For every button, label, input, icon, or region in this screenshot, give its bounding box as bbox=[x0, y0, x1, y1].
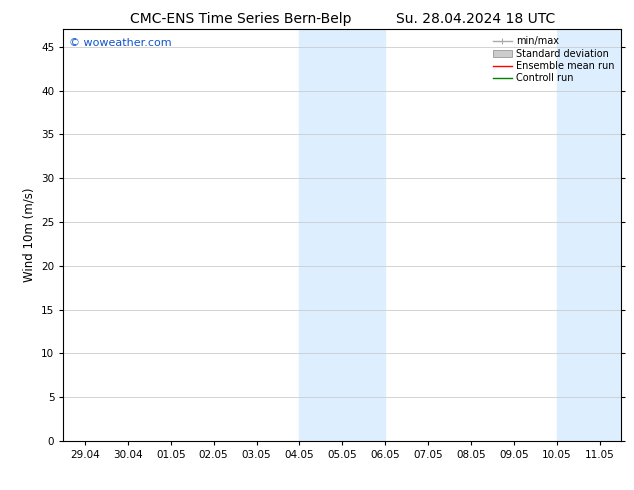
Text: Su. 28.04.2024 18 UTC: Su. 28.04.2024 18 UTC bbox=[396, 12, 555, 26]
Bar bbox=[299, 29, 385, 441]
Legend: min/max, Standard deviation, Ensemble mean run, Controll run: min/max, Standard deviation, Ensemble me… bbox=[491, 34, 616, 85]
Y-axis label: Wind 10m (m/s): Wind 10m (m/s) bbox=[23, 188, 36, 282]
Text: CMC-ENS Time Series Bern-Belp: CMC-ENS Time Series Bern-Belp bbox=[130, 12, 352, 26]
Text: © woweather.com: © woweather.com bbox=[69, 38, 172, 48]
Bar bbox=[557, 29, 634, 441]
